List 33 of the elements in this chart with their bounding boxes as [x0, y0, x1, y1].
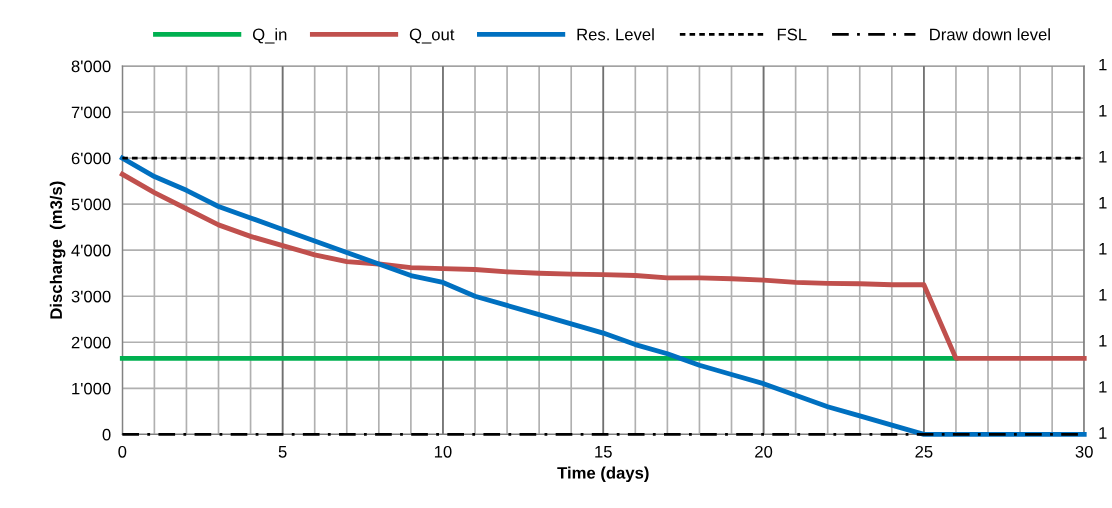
y-tick-label: 6'000 [71, 152, 111, 165]
line-series [119, 171, 1087, 361]
x-axis-title: Time (days) [557, 466, 649, 483]
x-tick-label: 25 [915, 445, 933, 458]
text: 1 [1099, 197, 1107, 209]
legend-label: Q_out [409, 28, 455, 44]
legend-label: Res. Level [577, 28, 654, 41]
text: 1 [1099, 150, 1107, 163]
y-tick-label: 0 [102, 428, 111, 441]
y-axis-title: Discharge (m3/s) [49, 181, 66, 319]
text: 1 [1099, 335, 1107, 347]
text: 1 [1099, 427, 1107, 439]
x-tick-label: 15 [595, 446, 612, 458]
y-tick-label: 3'000 [71, 290, 111, 303]
x-tick-label: 20 [755, 445, 773, 458]
text: 1 [1099, 381, 1107, 393]
y-tick-label: 7'000 [71, 106, 111, 119]
x-tick-label: 0 [118, 445, 127, 458]
x-tick-label: 10 [434, 445, 452, 458]
text: 1 [1099, 58, 1107, 71]
x-tick-label: 30 [1075, 445, 1093, 458]
y-tick-label: 8'000 [71, 60, 111, 73]
legend-label: Q_in [252, 28, 287, 44]
x-tick-label: 5 [278, 446, 287, 458]
y-tick-label: 2'000 [71, 336, 111, 349]
y-tick-label: 4'000 [71, 244, 111, 257]
y-tick-label: 1'000 [72, 382, 111, 395]
legend-label: FSL [777, 28, 807, 41]
text: 1 [1099, 289, 1107, 301]
legend-label: Draw down level [930, 28, 1050, 41]
text: 1 [1099, 104, 1107, 117]
y-tick-label: 5'000 [71, 198, 111, 211]
text: 1 [1099, 243, 1107, 255]
